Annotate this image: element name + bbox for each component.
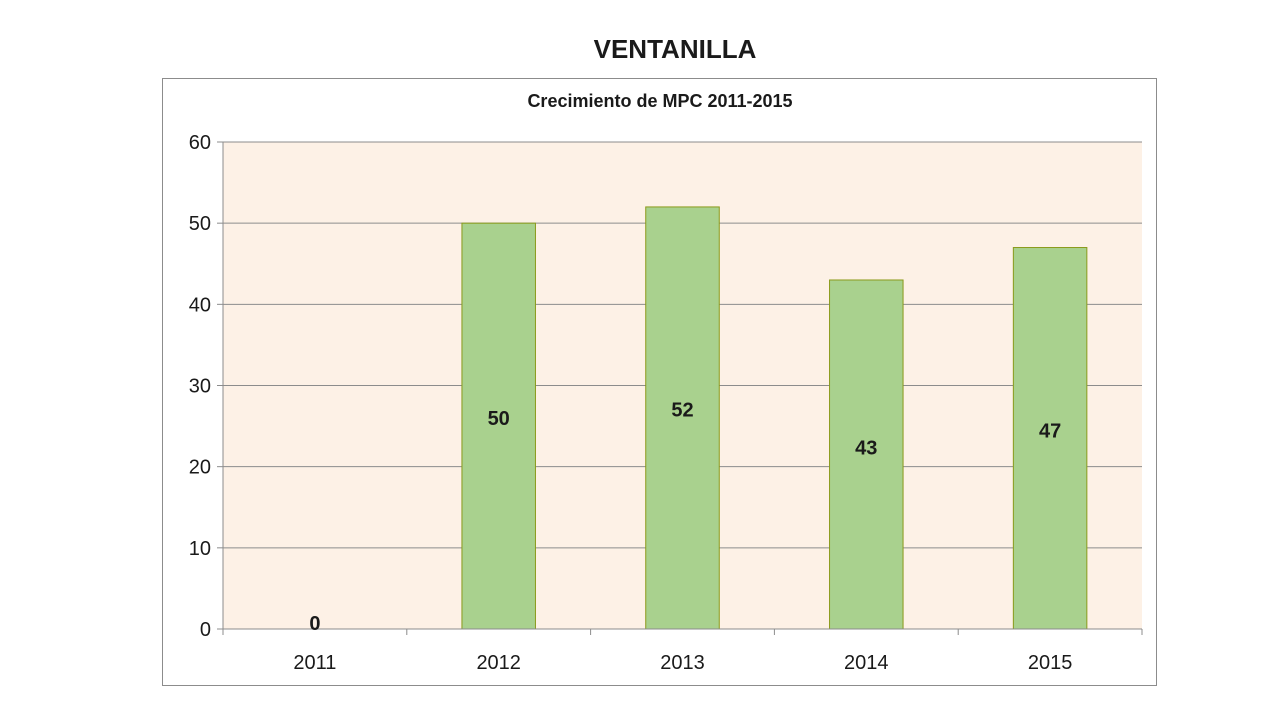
y-tick-label: 20 [189, 457, 211, 479]
y-tick-label: 50 [189, 213, 211, 235]
y-tick-label: 60 [189, 132, 211, 154]
y-tick-label: 30 [189, 376, 211, 398]
data-label: 52 [671, 400, 693, 422]
x-tick-label: 2011 [293, 652, 336, 674]
bar [1012, 247, 1088, 630]
bar [461, 222, 536, 630]
x-tick-label: 2014 [844, 652, 889, 674]
bars [461, 206, 1088, 630]
data-label: 50 [488, 408, 510, 430]
x-tick-label: 2012 [476, 652, 521, 674]
y-tick-label: 40 [189, 294, 211, 316]
bar [829, 279, 904, 630]
chart-title: Crecimiento de MPC 2011-2015 [527, 91, 793, 111]
data-label: 43 [855, 438, 877, 460]
slide-title: VENTANILLA [593, 34, 757, 64]
y-tick-label: 10 [189, 538, 211, 560]
x-tick-label: 2013 [660, 652, 705, 674]
labels: 0 10 20 30 40 50 60 0 2011 50 2012 52 2013 43 2014 47 20… [189, 132, 1073, 674]
axes [217, 141, 1143, 635]
data-label: 47 [1039, 421, 1061, 443]
data-label: 0 [309, 613, 320, 635]
y-tick-label: 0 [200, 619, 211, 641]
x-tick-label: 2015 [1028, 652, 1073, 674]
bar [645, 206, 720, 630]
